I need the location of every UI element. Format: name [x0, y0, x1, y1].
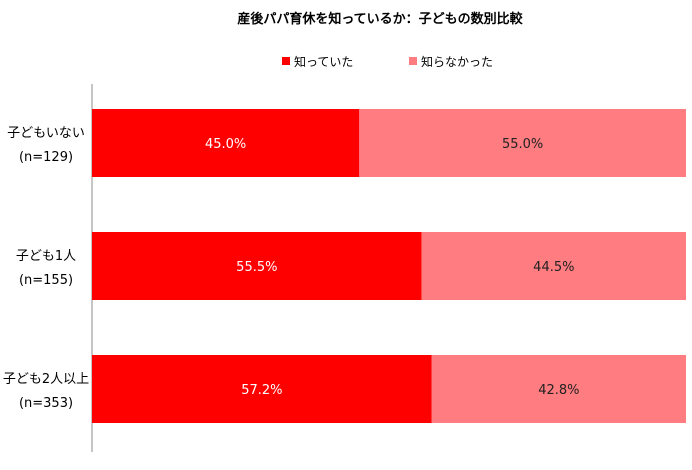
legend-swatch-1 [409, 57, 417, 65]
category-label-2: 子ども2人以上 [3, 372, 89, 387]
legend-label-1: 知らなかった [421, 55, 493, 69]
category-n-1: (n=155) [19, 273, 73, 288]
category-n-0: (n=129) [19, 150, 73, 165]
bar-0-1 [92, 232, 422, 300]
bar-1-0 [359, 109, 686, 177]
legend-label-0: 知っていた [294, 55, 353, 69]
bar-1-1 [421, 232, 686, 300]
chart-title: 産後パパ育休を知っているか：子どもの数別比較 [237, 11, 523, 27]
data-label-1-0: 55.0% [502, 137, 543, 152]
data-label-0-1: 55.5% [236, 260, 277, 275]
category-label-0: 子どもいない [7, 126, 85, 141]
data-label-1-2: 42.8% [538, 383, 579, 398]
legend-swatch-0 [282, 57, 290, 65]
bars: 45.0% 55.0% 55.5% 44.5% 57.2% 42.8% [92, 109, 686, 423]
bar-0-2 [92, 355, 432, 423]
data-label-0-2: 57.2% [241, 383, 282, 398]
legend: 知っていた 知らなかった [282, 55, 493, 69]
data-label-0-0: 45.0% [205, 137, 246, 152]
data-label-1-1: 44.5% [533, 260, 574, 275]
bar-1-2 [431, 355, 686, 423]
category-label-1: 子ども1人 [16, 249, 76, 264]
category-labels: 子どもいない (n=129) 子ども1人 (n=155) 子ども2人以上 (n=353) [3, 126, 89, 411]
category-n-2: (n=353) [19, 396, 73, 411]
bar-0-0 [92, 109, 360, 177]
